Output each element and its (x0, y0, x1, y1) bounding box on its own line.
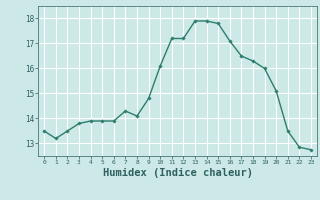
X-axis label: Humidex (Indice chaleur): Humidex (Indice chaleur) (103, 168, 252, 178)
